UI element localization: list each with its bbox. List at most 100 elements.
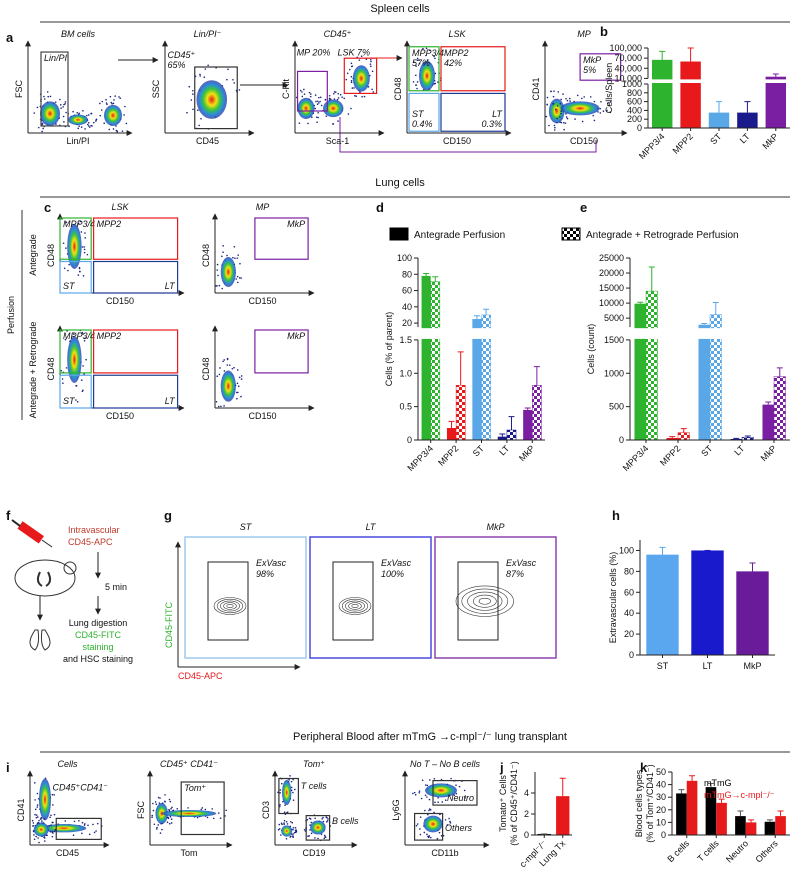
gate [59, 217, 92, 260]
event-dot [321, 817, 323, 820]
event-dot [337, 92, 340, 95]
event-dot [82, 109, 84, 112]
event-dot [37, 837, 39, 839]
error-bar [749, 562, 756, 572]
event-dot [419, 828, 421, 830]
y-tick-label: 20 [624, 629, 634, 639]
plot-title: MkP [487, 522, 505, 532]
gate-label: LT [165, 281, 176, 291]
error-bar [718, 798, 725, 803]
event-dot [327, 818, 329, 820]
error-bar [716, 101, 722, 113]
density [104, 104, 122, 126]
event-dot [308, 91, 311, 94]
panel-letter: g [164, 508, 172, 523]
event-dot [238, 376, 241, 379]
event-dot [221, 255, 223, 258]
event-dot [157, 824, 160, 826]
event-dot [158, 802, 161, 804]
gating-arrow [339, 117, 597, 153]
y-tick-label: 0 [524, 830, 529, 840]
event-dot [593, 100, 596, 103]
event-dot [608, 104, 610, 106]
event-dot [285, 820, 288, 823]
bar [666, 437, 678, 440]
event-dot [285, 838, 288, 840]
event-dot [453, 794, 456, 796]
gate [332, 561, 374, 641]
event-dot [240, 378, 243, 380]
event-dot [96, 822, 99, 825]
gate [432, 779, 478, 806]
event-dot [109, 95, 112, 98]
contour [461, 588, 509, 614]
event-dot [294, 827, 297, 829]
legend-label: mTmG→c-mpl⁻/⁻ [704, 790, 775, 800]
event-dot [283, 819, 286, 822]
event-dot [204, 808, 207, 811]
event-dot [599, 112, 602, 114]
event-dot [322, 820, 325, 823]
event-dot [339, 93, 342, 96]
y-tick-label: 20000 [599, 268, 624, 278]
event-dot [289, 775, 291, 777]
event-dot [416, 81, 419, 83]
bar [686, 780, 698, 835]
event-dot [197, 109, 199, 112]
event-dot [51, 835, 54, 838]
gate-label: ST [63, 396, 76, 406]
event-dot [36, 106, 39, 109]
event-dot [609, 111, 612, 114]
error-bar [777, 810, 784, 817]
y-tick-label: 40 [402, 302, 412, 312]
y-axis-label: CD48 [201, 357, 211, 380]
plot-title: Tom⁺ [303, 759, 325, 769]
event-dot [341, 96, 343, 98]
plot-title: MP [577, 29, 591, 39]
event-dot [80, 126, 83, 128]
event-dot [293, 788, 296, 791]
event-dot [559, 102, 562, 105]
y-axis-label: Extravascular cells (%) [608, 552, 618, 644]
gate [180, 781, 225, 836]
event-dot [228, 364, 231, 366]
event-dot [323, 834, 326, 837]
event-dot [93, 831, 96, 834]
y-tick-label: 0.5 [399, 402, 412, 412]
event-dot [101, 100, 104, 103]
event-dot [351, 87, 354, 89]
event-dot [85, 358, 87, 361]
event-dot [156, 826, 158, 829]
event-dot [282, 800, 284, 803]
density [297, 97, 315, 119]
event-dot [190, 99, 193, 101]
event-dot [84, 237, 87, 239]
event-dot [292, 833, 294, 835]
event-dot [424, 809, 426, 812]
event-dot [422, 47, 424, 50]
event-dot [103, 122, 106, 125]
event-dot [65, 111, 67, 114]
event-dot [236, 382, 239, 385]
event-dot [223, 370, 226, 372]
event-dot [151, 816, 153, 819]
density [220, 257, 236, 287]
event-dot [325, 115, 328, 117]
event-dot [76, 401, 79, 403]
panel-letter: f [6, 508, 11, 523]
y-tick-label: 25000 [599, 253, 624, 263]
contour [226, 603, 234, 608]
event-dot [602, 110, 605, 113]
event-dot [418, 791, 421, 794]
x-tick-label: MPP2 [671, 131, 695, 155]
y-tick-label: 1.5 [399, 335, 412, 345]
event-dot [278, 823, 281, 826]
gate-label: MPP2 [97, 331, 122, 341]
y-tick-label: 40,000 [614, 63, 642, 73]
event-dot [574, 118, 576, 120]
event-dot [309, 95, 312, 98]
x-axis-label: CD11b [431, 848, 458, 858]
event-dot [84, 337, 86, 339]
event-dot [166, 816, 169, 819]
x-tick-label: T cells [695, 838, 721, 864]
